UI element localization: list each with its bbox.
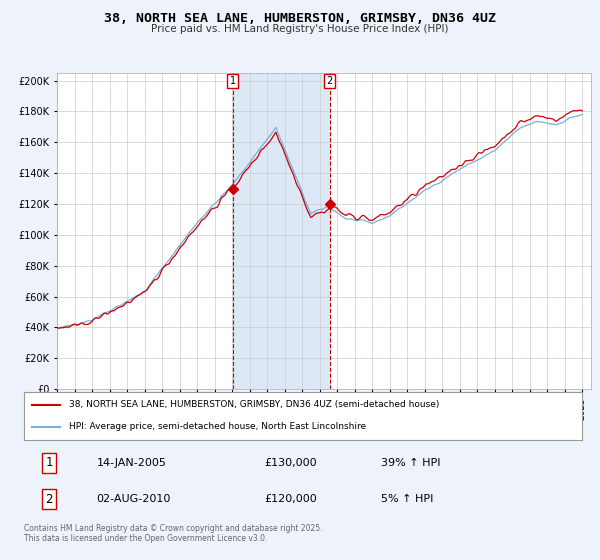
Text: 1: 1 xyxy=(46,456,53,469)
Text: Contains HM Land Registry data © Crown copyright and database right 2025.
This d: Contains HM Land Registry data © Crown c… xyxy=(24,524,323,543)
Text: 38, NORTH SEA LANE, HUMBERSTON, GRIMSBY, DN36 4UZ: 38, NORTH SEA LANE, HUMBERSTON, GRIMSBY,… xyxy=(104,12,496,25)
Text: 1: 1 xyxy=(230,76,236,86)
Text: 2: 2 xyxy=(46,493,53,506)
Text: HPI: Average price, semi-detached house, North East Lincolnshire: HPI: Average price, semi-detached house,… xyxy=(68,422,366,431)
Text: Price paid vs. HM Land Registry's House Price Index (HPI): Price paid vs. HM Land Registry's House … xyxy=(151,24,449,34)
Text: 38, NORTH SEA LANE, HUMBERSTON, GRIMSBY, DN36 4UZ (semi-detached house): 38, NORTH SEA LANE, HUMBERSTON, GRIMSBY,… xyxy=(68,400,439,409)
Text: 14-JAN-2005: 14-JAN-2005 xyxy=(97,458,166,468)
Text: 02-AUG-2010: 02-AUG-2010 xyxy=(97,494,171,504)
Text: 39% ↑ HPI: 39% ↑ HPI xyxy=(381,458,440,468)
Text: £130,000: £130,000 xyxy=(264,458,317,468)
Text: 2: 2 xyxy=(326,76,333,86)
Bar xyxy=(233,73,330,389)
Text: £120,000: £120,000 xyxy=(264,494,317,504)
Text: 5% ↑ HPI: 5% ↑ HPI xyxy=(381,494,433,504)
